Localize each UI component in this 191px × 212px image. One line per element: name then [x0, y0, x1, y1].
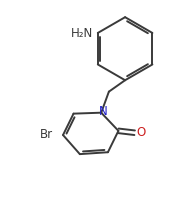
Text: Br: Br [40, 128, 53, 141]
Text: H₂N: H₂N [70, 27, 93, 40]
Text: O: O [136, 126, 145, 139]
Text: N: N [98, 105, 107, 118]
